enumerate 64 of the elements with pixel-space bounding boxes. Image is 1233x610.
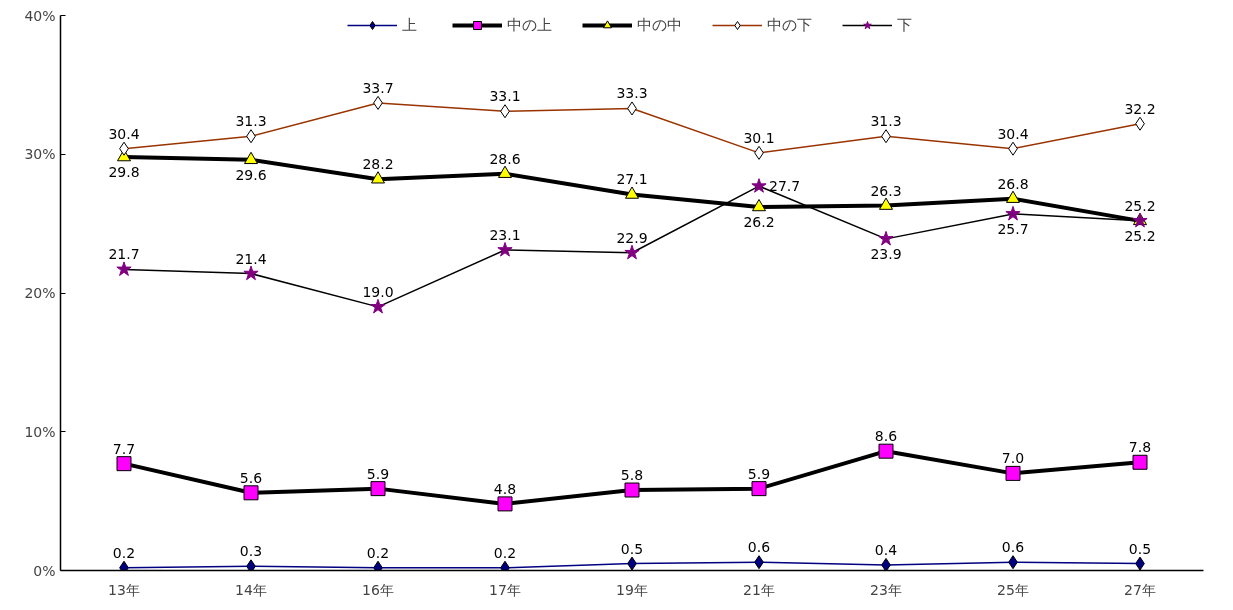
data-label: 29.6	[235, 166, 267, 183]
data-label: 32.2	[1124, 100, 1156, 117]
data-label: 28.6	[489, 150, 521, 167]
y-tick-label: 30%	[24, 146, 56, 163]
data-label: 33.3	[616, 85, 648, 102]
data-label: 33.1	[489, 88, 521, 105]
data-label: 5.9	[366, 465, 390, 482]
data-label: 33.7	[362, 79, 394, 96]
x-tick-label: 14年	[235, 581, 267, 598]
y-tick-label: 40%	[24, 7, 56, 24]
data-label: 28.2	[362, 156, 394, 173]
data-label: 29.8	[108, 164, 140, 181]
y-tick-label: 10%	[24, 423, 56, 440]
data-label: 8.6	[874, 428, 898, 445]
legend-label: 中の下	[766, 15, 812, 35]
data-label: 21.4	[235, 250, 267, 267]
data-label: 25.2	[1124, 197, 1156, 214]
data-label: 19.0	[362, 283, 394, 300]
data-label: 0.5	[1128, 540, 1152, 557]
data-label: 22.9	[616, 229, 648, 246]
data-label: 21.7	[108, 246, 140, 263]
data-label: 4.8	[493, 480, 517, 497]
y-tick-label: 0%	[33, 562, 56, 579]
x-tick-label: 13年	[108, 581, 140, 598]
x-tick-label: 19年	[616, 581, 648, 598]
data-label: 7.7	[112, 440, 136, 457]
data-label: 0.6	[1001, 539, 1025, 556]
data-label: 27.1	[616, 171, 648, 188]
y-tick-label: 20%	[24, 285, 56, 301]
data-label: 26.8	[997, 175, 1029, 192]
data-label: 30.4	[997, 125, 1029, 142]
data-label: 30.1	[743, 129, 775, 146]
data-label: 30.4	[108, 125, 140, 142]
x-tick-label: 23年	[870, 581, 902, 598]
legend-label: 下	[896, 15, 913, 35]
data-label: 7.0	[1001, 450, 1025, 467]
x-tick-label: 25年	[997, 581, 1029, 598]
data-label: 7.8	[1128, 439, 1152, 456]
data-label: 0.6	[747, 539, 771, 556]
data-label: 0.4	[874, 541, 898, 558]
data-label: 0.2	[112, 544, 136, 561]
data-label: 5.8	[620, 467, 644, 484]
data-label: 31.3	[235, 113, 267, 130]
data-label: 5.6	[239, 469, 263, 486]
x-tick-label: 17年	[489, 581, 521, 598]
x-tick-label: 21年	[743, 581, 775, 598]
data-label: 25.2	[1124, 227, 1156, 244]
data-label: 0.5	[620, 540, 644, 557]
data-label: 26.3	[870, 182, 902, 199]
data-label: 0.2	[493, 544, 517, 561]
x-tick-label: 27年	[1124, 581, 1156, 598]
data-label: 25.7	[997, 220, 1029, 237]
legend-label: 中の中	[636, 15, 682, 35]
data-label: 23.1	[489, 226, 521, 243]
data-label: 0.3	[239, 543, 263, 560]
x-tick-label: 16年	[362, 581, 394, 598]
data-label: 23.9	[870, 245, 902, 262]
legend-label: 中の上	[506, 15, 552, 35]
data-label: 27.7	[769, 178, 801, 195]
legend-label: 上	[401, 15, 418, 35]
data-label: 0.2	[366, 544, 390, 561]
data-label: 31.3	[870, 113, 902, 130]
data-label: 5.9	[747, 465, 771, 482]
data-label: 26.2	[743, 213, 775, 230]
